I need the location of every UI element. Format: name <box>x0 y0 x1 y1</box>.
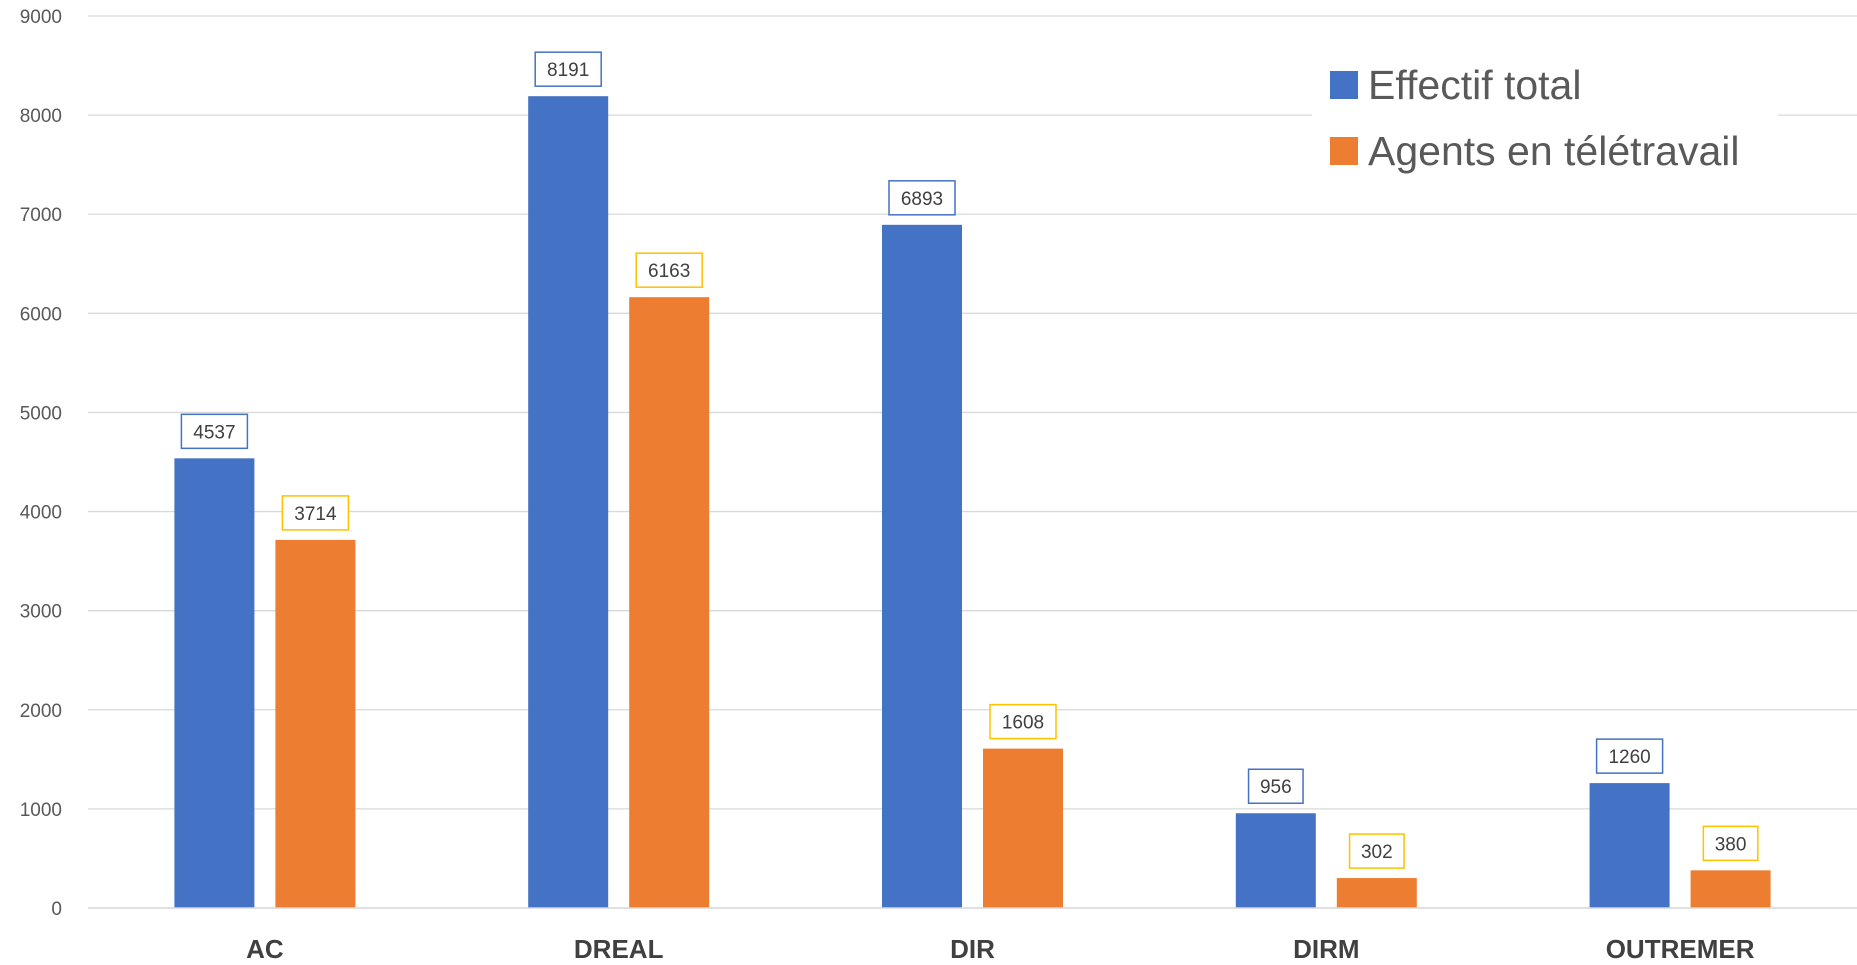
y-tick-label: 2000 <box>20 701 62 722</box>
y-tick-label: 0 <box>51 899 62 920</box>
bar <box>1690 870 1771 908</box>
x-axis: AC DREAL DIR DIRM OUTREMER <box>88 907 1857 964</box>
legend-swatch <box>1330 137 1358 165</box>
y-tick-label: 9000 <box>20 7 62 28</box>
bar <box>275 539 356 908</box>
data-label: 8191 <box>547 60 589 81</box>
data-label-box <box>888 180 956 216</box>
bar <box>1589 783 1670 908</box>
bars <box>174 96 1771 908</box>
bar <box>629 297 710 908</box>
x-tick-label: DIRM <box>1293 934 1359 964</box>
x-tick-label: AC <box>246 934 284 964</box>
data-labels: 4537 3714 8191 6163 6893 1608 956 302 1260 380 <box>180 51 1759 869</box>
data-label-box <box>534 51 602 87</box>
legend-background <box>1312 53 1778 186</box>
y-tick-label: 6000 <box>20 304 62 325</box>
data-label: 6893 <box>901 189 943 210</box>
data-label-box <box>281 495 350 531</box>
data-label: 1608 <box>1002 713 1044 734</box>
bar <box>1235 813 1316 908</box>
data-label: 3714 <box>294 504 337 525</box>
bar <box>528 96 609 908</box>
y-tick-label: 3000 <box>20 602 62 623</box>
bar <box>1336 878 1417 908</box>
bar <box>882 224 962 908</box>
data-label: 4537 <box>193 422 235 443</box>
data-label: 302 <box>1361 842 1393 863</box>
legend-label: Agents en télétravail <box>1368 128 1740 174</box>
y-tick-label: 5000 <box>20 403 62 424</box>
bar <box>174 458 255 908</box>
data-label-box <box>1247 768 1304 804</box>
bar <box>983 748 1063 908</box>
y-axis: 0 1000 2000 3000 4000 5000 6000 7000 8000 9000 <box>20 7 62 920</box>
y-tick-label: 7000 <box>20 205 62 226</box>
legend-label: Effectif total <box>1368 62 1581 108</box>
y-tick-label: 4000 <box>20 503 62 524</box>
gridlines <box>88 15 1857 909</box>
data-label-box <box>1702 825 1759 862</box>
data-label: 956 <box>1260 777 1292 798</box>
x-tick-label: OUTREMER <box>1606 934 1755 964</box>
x-tick-label: DIR <box>950 934 995 964</box>
data-label-box <box>180 413 249 450</box>
data-label-box <box>989 703 1057 740</box>
y-tick-label: 8000 <box>20 106 62 127</box>
legend: Effectif total Agents en télétravail <box>1312 53 1778 186</box>
x-tick-label: DREAL <box>574 934 664 964</box>
data-label-box <box>1348 833 1405 869</box>
data-label-box <box>1595 738 1664 774</box>
data-label-box <box>635 252 703 288</box>
legend-swatch <box>1330 71 1358 99</box>
data-label: 1260 <box>1608 747 1650 768</box>
y-tick-label: 1000 <box>20 800 62 821</box>
data-label: 380 <box>1715 834 1747 855</box>
data-label: 6163 <box>648 261 690 282</box>
